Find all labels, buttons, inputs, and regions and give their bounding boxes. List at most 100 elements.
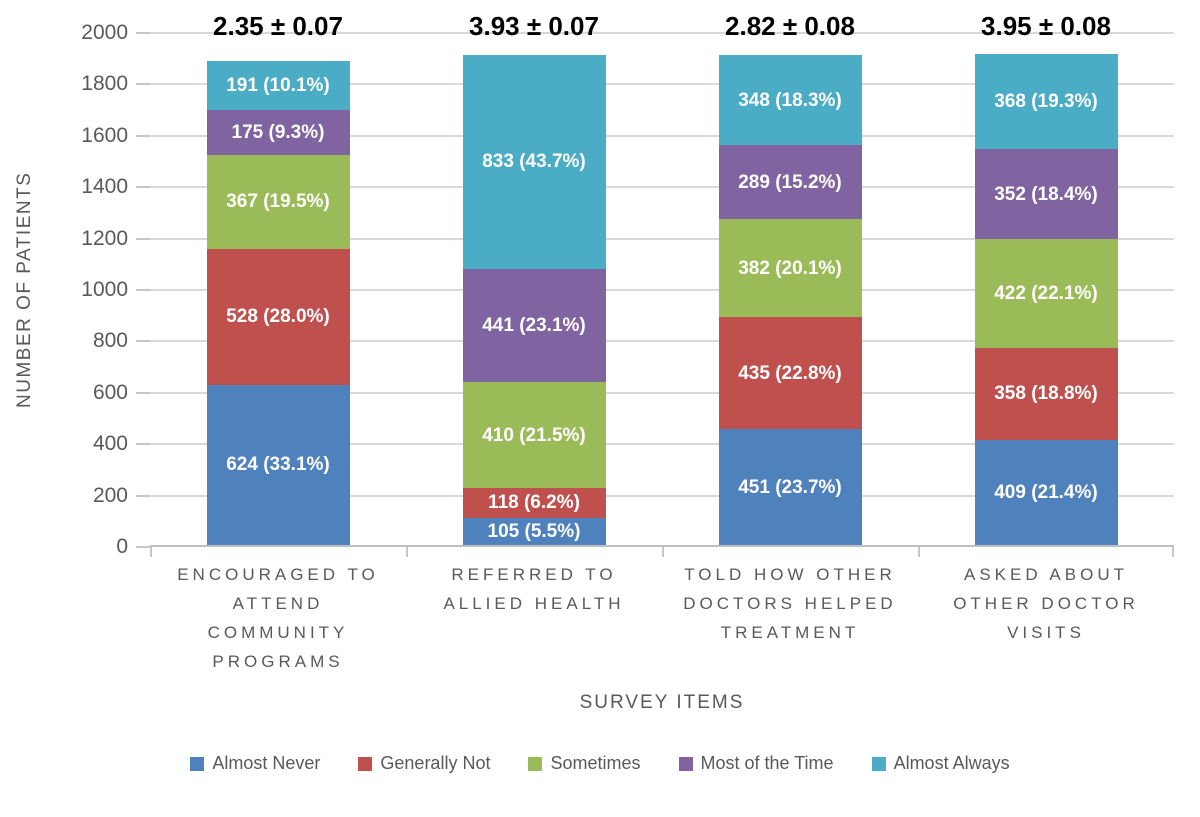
mean-score-label: 3.93 ± 0.07 — [469, 11, 599, 41]
mean-score-label: 2.82 ± 0.08 — [725, 11, 855, 41]
y-tick-label: 1000 — [81, 278, 128, 301]
x-axis-line — [150, 545, 1174, 547]
bar-segment-sometimes: 422 (22.1%) — [974, 239, 1118, 348]
bar-column: 451 (23.7%) 435 (22.8%) 382 (20.1%) 289 (15… — [718, 55, 862, 545]
segment-label: 451 (23.7%) — [738, 476, 842, 498]
legend-swatch — [871, 756, 886, 771]
legend-item: Generally Not — [358, 753, 490, 774]
gridline — [150, 186, 1174, 189]
legend-swatch — [190, 756, 205, 771]
segment-label: 382 (20.1%) — [738, 257, 842, 279]
y-axis-tick-mark — [136, 289, 150, 291]
legend-item: Sometimes — [528, 753, 641, 774]
bar-segment-most-of-the-time: 441 (23.1%) — [462, 269, 606, 383]
y-axis-tick-mark — [136, 134, 150, 137]
legend-item: Almost Always — [871, 753, 1010, 774]
gridline — [150, 83, 1174, 86]
bar-segment-almost-never: 451 (23.7%) — [718, 429, 862, 545]
bar-segment-generally-not: 435 (22.8%) — [718, 317, 862, 430]
segment-label: 833 (43.7%) — [482, 151, 586, 173]
legend-label: Almost Always — [893, 753, 1010, 773]
y-tick-label: 1600 — [81, 123, 128, 147]
segment-label: 368 (19.3%) — [994, 91, 1098, 113]
bar-segment-sometimes: 367 (19.5%) — [206, 154, 350, 249]
y-axis-tick-mark — [136, 186, 150, 189]
segment-label: 352 (18.4%) — [994, 183, 1098, 205]
legend-swatch — [358, 756, 373, 771]
legend-swatch — [678, 756, 693, 771]
bar-segment-almost-always: 368 (19.3%) — [974, 54, 1118, 149]
segment-label: 409 (21.4%) — [994, 481, 1098, 503]
bar-column: 409 (21.4%) 358 (18.8%) 422 (22.1%) 352 (18… — [974, 54, 1118, 545]
x-category-label: ENCOURAGED TO ATTEND COMMUNITY PROGRAMS — [177, 565, 379, 671]
legend-swatch — [528, 756, 543, 771]
bar-segment-almost-never: 105 (5.5%) — [462, 518, 606, 545]
x-axis-tick-mark — [918, 547, 920, 557]
y-axis-tick-mark — [136, 546, 150, 548]
plot-area: 624 (33.1%) 528 (28.0%) 367 (19.5%) 175 (9.… — [136, 11, 1174, 557]
y-tick-label: 200 — [92, 483, 128, 507]
bar-segment-almost-always: 833 (43.7%) — [462, 54, 606, 270]
y-tick-label: 1200 — [81, 226, 128, 250]
legend-label: Most of the Time — [700, 753, 834, 773]
bar-segment-almost-always: 348 (18.3%) — [718, 55, 862, 145]
y-tick-label: 400 — [92, 432, 128, 456]
bar-segment-most-of-the-time: 289 (15.2%) — [718, 144, 862, 220]
y-tick-label: 1800 — [81, 72, 128, 96]
gridline — [150, 134, 1174, 137]
bar-column: 624 (33.1%) 528 (28.0%) 367 (19.5%) 175 (9.… — [206, 60, 350, 545]
legend: Almost Never Generally Not Sometimes Most o… — [0, 753, 1200, 774]
y-tick-label: 2000 — [81, 21, 128, 44]
bar-segment-sometimes: 410 (21.5%) — [462, 382, 606, 488]
segment-label: 289 (15.2%) — [738, 171, 842, 193]
segment-label: 367 (19.5%) — [226, 191, 330, 213]
y-axis-tick-mark — [136, 83, 150, 86]
segment-label: 105 (5.5%) — [487, 521, 581, 542]
mean-score-label: 3.95 ± 0.08 — [981, 11, 1111, 41]
bar-column: 105 (5.5%) 118 (6.2%) 410 (21.5%) 441 (23.1… — [462, 54, 606, 545]
bar-segment-sometimes: 382 (20.1%) — [718, 219, 862, 318]
x-category-label: REFERRED TO ALLIED HEALTH — [443, 565, 625, 613]
y-axis-tick-mark — [136, 32, 150, 34]
x-category-label: ASKED ABOUT OTHER DOCTOR VISITS — [953, 565, 1139, 642]
x-category-label: TOLD HOW OTHER DOCTORS HELPED TREATMENT — [683, 565, 897, 642]
y-axis-tick-mark — [136, 237, 150, 240]
gridline — [150, 494, 1174, 497]
legend-label: Generally Not — [380, 753, 491, 773]
bar-segment-most-of-the-time: 352 (18.4%) — [974, 148, 1118, 240]
bar-segment-generally-not: 528 (28.0%) — [206, 248, 350, 385]
bar-segment-almost-never: 409 (21.4%) — [974, 439, 1118, 545]
y-axis-tick-mark — [136, 391, 150, 394]
segment-label: 358 (18.8%) — [994, 383, 1098, 405]
legend-label: Sometimes — [550, 753, 641, 773]
mean-score-label: 2.35 ± 0.07 — [213, 11, 343, 41]
gridline — [150, 340, 1174, 343]
gridline — [150, 443, 1174, 446]
gridline — [150, 32, 1174, 34]
segment-label: 624 (33.1%) — [226, 454, 330, 476]
y-tick-label: 1400 — [81, 175, 128, 199]
legend-label: Almost Never — [212, 753, 321, 773]
x-axis-tick-mark — [406, 547, 408, 557]
x-axis-tick-mark — [662, 547, 664, 557]
y-tick-label: 0 — [116, 535, 128, 558]
segment-label: 435 (22.8%) — [738, 362, 842, 384]
legend-item: Most of the Time — [678, 753, 834, 774]
bar-segment-most-of-the-time: 175 (9.3%) — [206, 109, 350, 155]
segment-label: 422 (22.1%) — [994, 283, 1098, 305]
y-axis-tick-mark — [136, 340, 150, 343]
x-axis-tick-mark — [150, 547, 152, 557]
gridline — [150, 237, 1174, 240]
bar-segment-almost-always: 191 (10.1%) — [206, 60, 350, 110]
gridline — [150, 391, 1174, 394]
y-tick-label: 600 — [92, 380, 128, 404]
segment-label: 175 (9.3%) — [231, 121, 325, 143]
segment-label: 191 (10.1%) — [226, 74, 330, 96]
legend-item: Almost Never — [190, 753, 320, 774]
bar-segment-generally-not: 358 (18.8%) — [974, 347, 1118, 440]
y-axis-tick-mark — [136, 494, 150, 497]
segment-label: 118 (6.2%) — [488, 492, 580, 514]
y-axis-tick-mark — [136, 443, 150, 446]
bar-segment-almost-never: 624 (33.1%) — [206, 384, 350, 545]
